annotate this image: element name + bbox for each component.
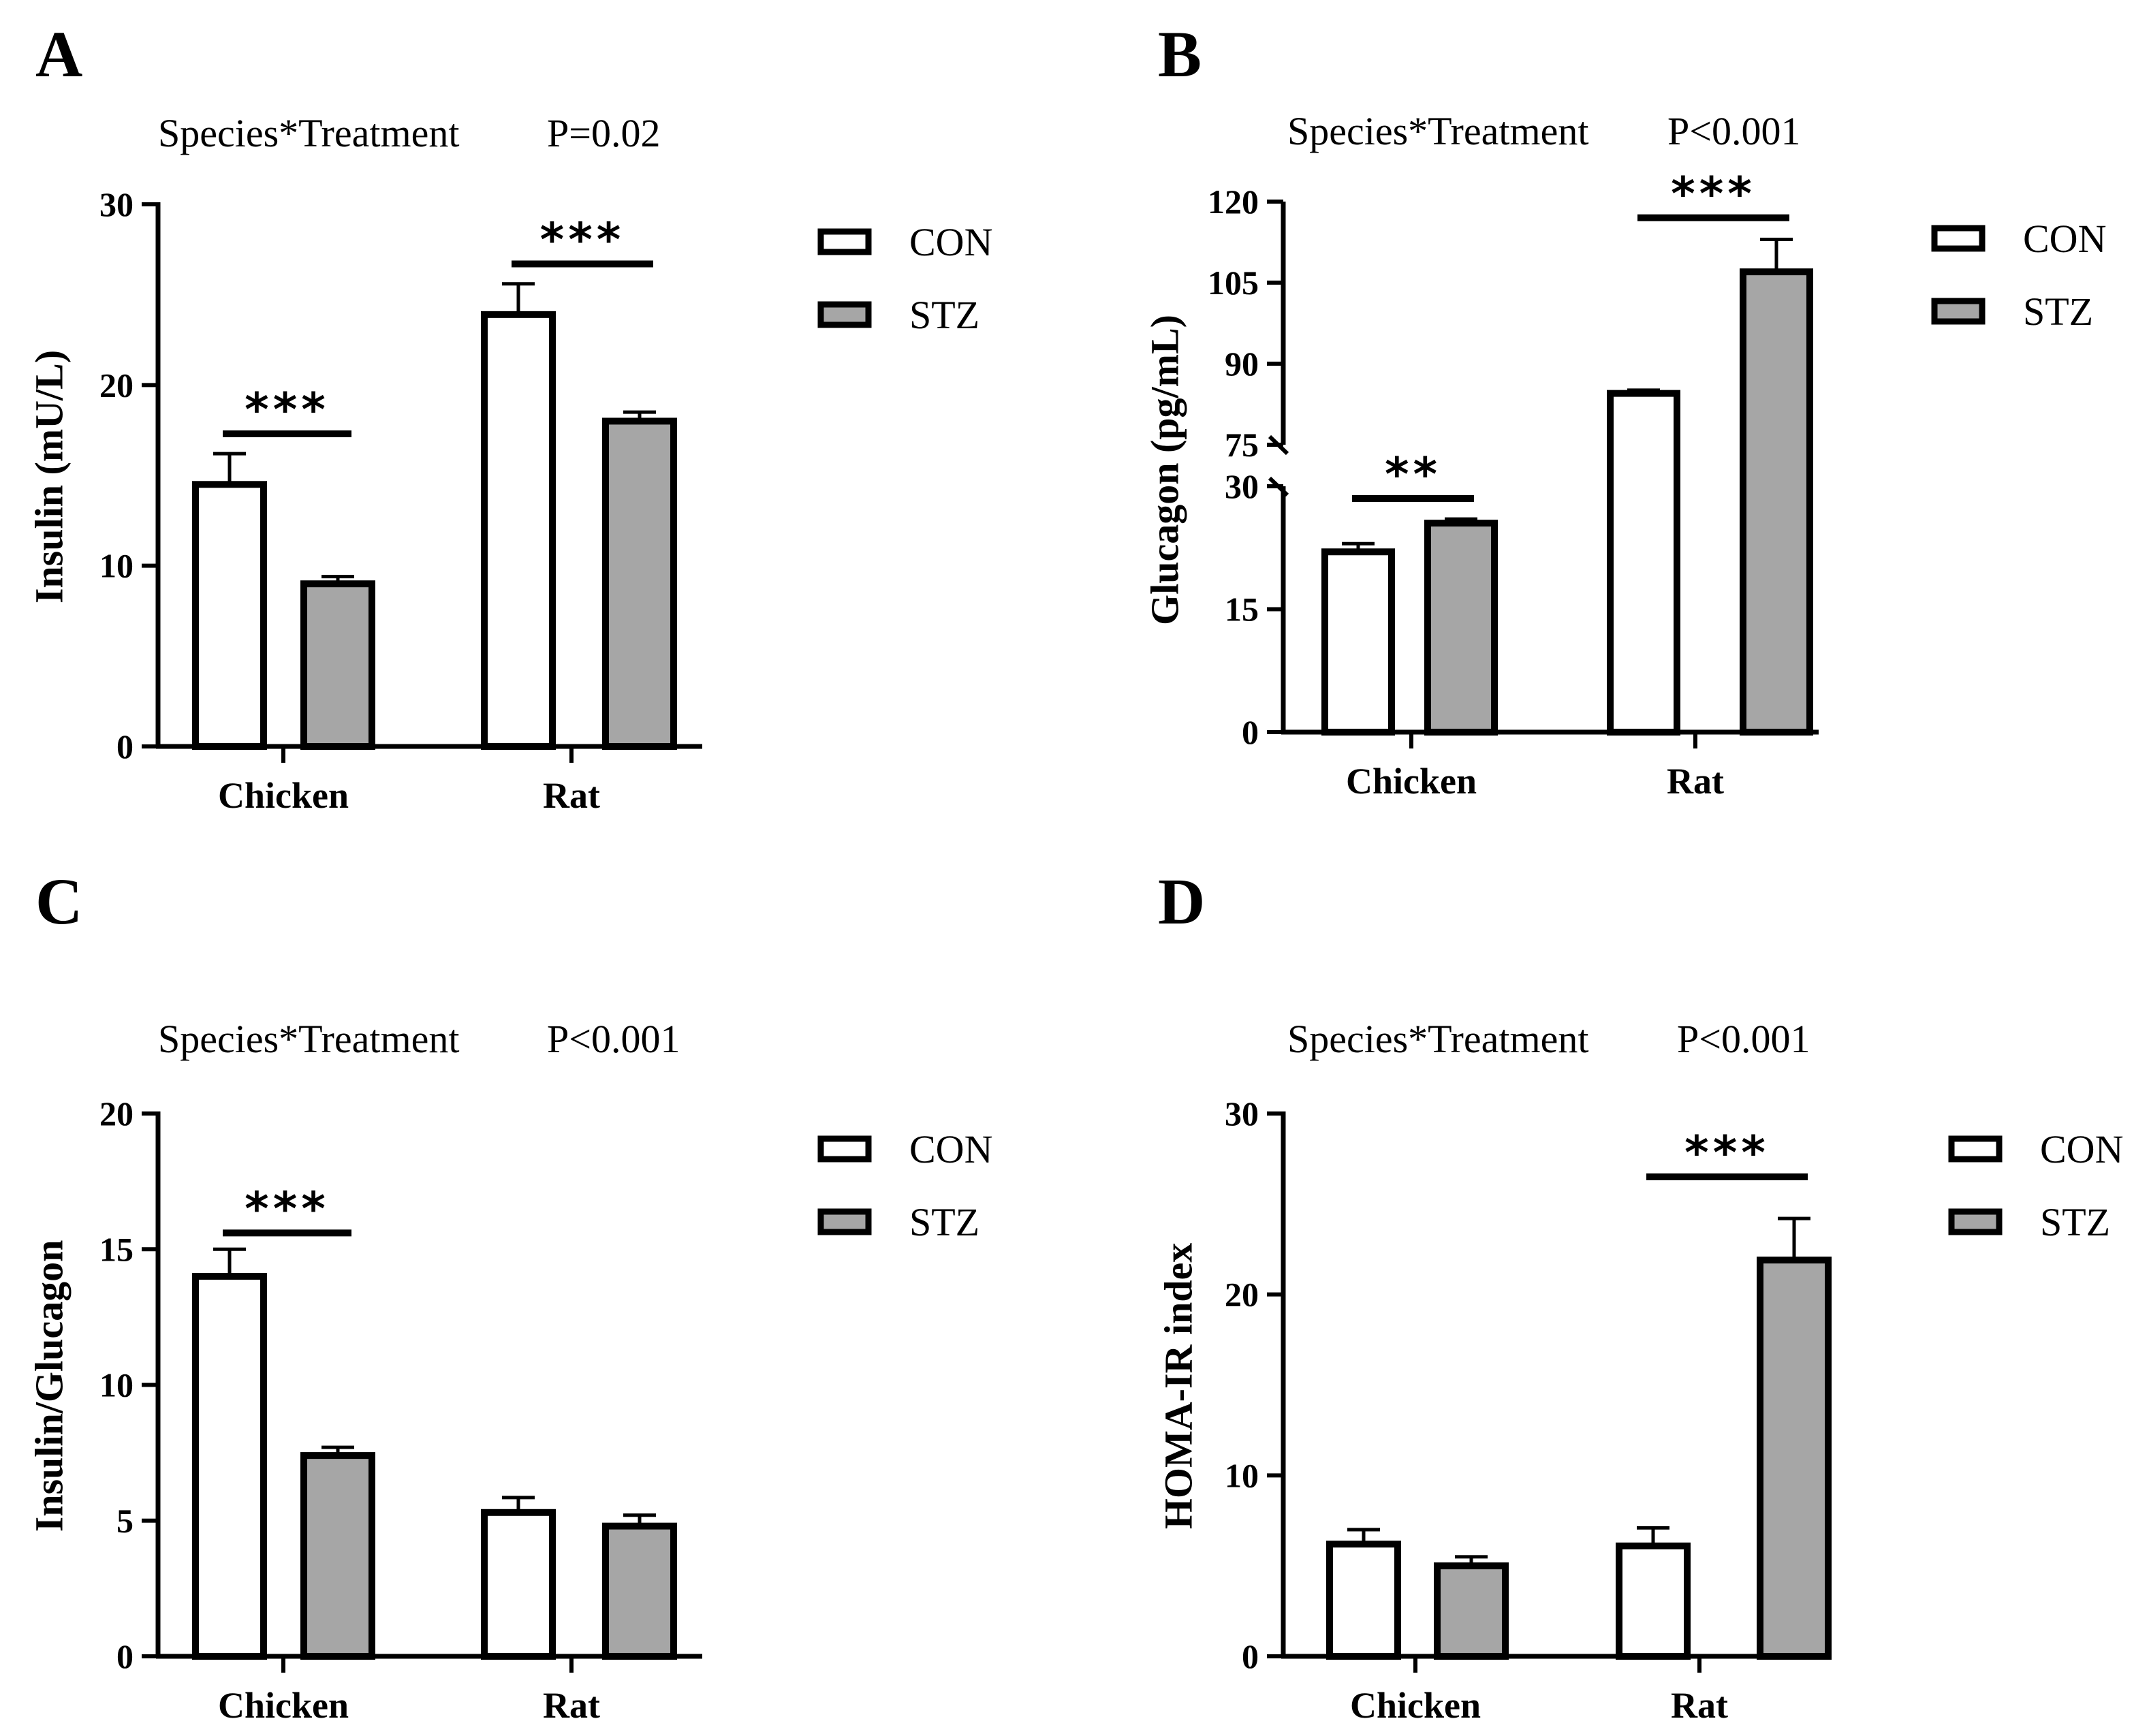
y-tick-label: 30 [99,185,134,223]
y-tick-label: 0 [116,1637,134,1675]
y-tick-label: 0 [1242,1637,1259,1675]
chart-title: Species*Treatment [158,1017,459,1061]
bar-con-rat [481,1509,556,1660]
y-axis-label: Glucagon (pg/mL) [1143,315,1187,625]
x-tick-label: Chicken [218,775,349,816]
y-tick-label: 5 [116,1502,134,1540]
bar-con-chicken [192,481,267,750]
panel-letter: B [1158,18,1202,91]
x-tick-label: Rat [543,775,600,816]
y-tick-label: 120 [1208,183,1259,221]
chart-title: Species*Treatment [1287,109,1588,153]
panel-A: A Species*Treatment P=0.02 0 10 20 30 Insulin (… [27,18,993,816]
legend-swatch-con [1931,225,1986,252]
y-tick-label: 90 [1225,345,1259,383]
x-tick-label: Rat [543,1685,600,1726]
y-tick-label: 105 [1208,264,1259,302]
legend-label-con: CON [909,220,992,264]
x-tick-label: Rat [1671,1685,1728,1726]
bar-con-rat [1616,1542,1691,1660]
legend-swatch-stz [1948,1208,2003,1235]
interaction-p-value: P<0.001 [547,1017,680,1061]
panel-letter: C [35,865,82,938]
y-tick-label: 30 [1225,467,1259,505]
legend-swatch-stz [1931,298,1986,325]
bar-stz-rat [1757,1257,1832,1660]
panel-letter: A [35,18,82,91]
x-tick-label: Chicken [1346,761,1477,802]
y-tick-label: 0 [1242,713,1259,751]
significance-label: *** [1671,168,1756,221]
y-tick-label: 15 [99,1230,134,1268]
significance-label: *** [540,214,625,268]
bar-stz-chicken [300,1452,375,1660]
bar-stz-chicken [1434,1562,1509,1660]
legend-label-con: CON [2023,217,2106,261]
legend-swatch-stz [817,301,872,328]
interaction-p-value: P=0.02 [547,111,660,155]
bar-stz-rat [602,417,677,751]
legend-swatch-stz [817,1208,872,1235]
y-axis-label: HOMA-IR index [1157,1243,1201,1530]
y-tick-label: 10 [99,547,134,585]
legend-label-stz: STZ [2040,1200,2110,1244]
significance-label: *** [1684,1126,1770,1180]
x-tick-label: Chicken [218,1685,349,1726]
legend-label-stz: STZ [2023,289,2093,334]
y-tick-label: 10 [99,1366,134,1404]
bar-stz-rat [602,1522,677,1660]
interaction-p-value: P<0.001 [1677,1017,1810,1061]
bar-stz-chicken [1424,520,1498,736]
interaction-p-value: P<0.001 [1667,109,1800,153]
significance-label: *** [245,1182,330,1236]
legend-swatch-con [817,1135,872,1163]
panel-letter: D [1158,865,1205,938]
legend-label-con: CON [2040,1127,2123,1171]
y-tick-label: 15 [1225,590,1259,629]
bar-con-rat [481,311,556,750]
y-tick-label: 75 [1225,426,1259,464]
legend-label-stz: STZ [909,293,979,337]
y-tick-label: 10 [1225,1456,1259,1494]
panel-D: D Species*Treatment P<0.001 0 10 20 30 HOMA-IR … [1157,865,2124,1726]
bar-stz-chicken [300,580,375,751]
bar-con-chicken [1321,548,1395,736]
legend-label-con: CON [909,1127,992,1171]
chart-title: Species*Treatment [158,111,459,155]
bar-con-chicken [192,1273,267,1660]
x-tick-label: Chicken [1350,1685,1481,1726]
y-tick-label: 20 [99,1094,134,1133]
chart-title: Species*Treatment [1287,1017,1588,1061]
significance-label: ** [1385,448,1441,502]
x-tick-label: Rat [1667,761,1724,802]
y-axis-label: Insulin (mU/L) [27,350,72,603]
legend-swatch-con [1948,1135,2003,1163]
y-tick-label: 20 [99,366,134,404]
legend-label-stz: STZ [909,1200,979,1244]
panel-C: C Species*Treatment P<0.001 0 5 10 15 20 Insulin… [27,865,993,1726]
bar-con-rat [1607,390,1680,736]
y-tick-label: 20 [1225,1276,1259,1314]
y-axis-label: Insulin/Glucagon [27,1240,72,1532]
y-tick-label: 30 [1225,1094,1259,1133]
bar-stz-rat [1740,268,1813,736]
y-tick-label: 0 [116,727,134,766]
significance-label: *** [245,383,330,437]
bar-con-chicken [1326,1541,1401,1660]
legend-swatch-con [817,228,872,255]
